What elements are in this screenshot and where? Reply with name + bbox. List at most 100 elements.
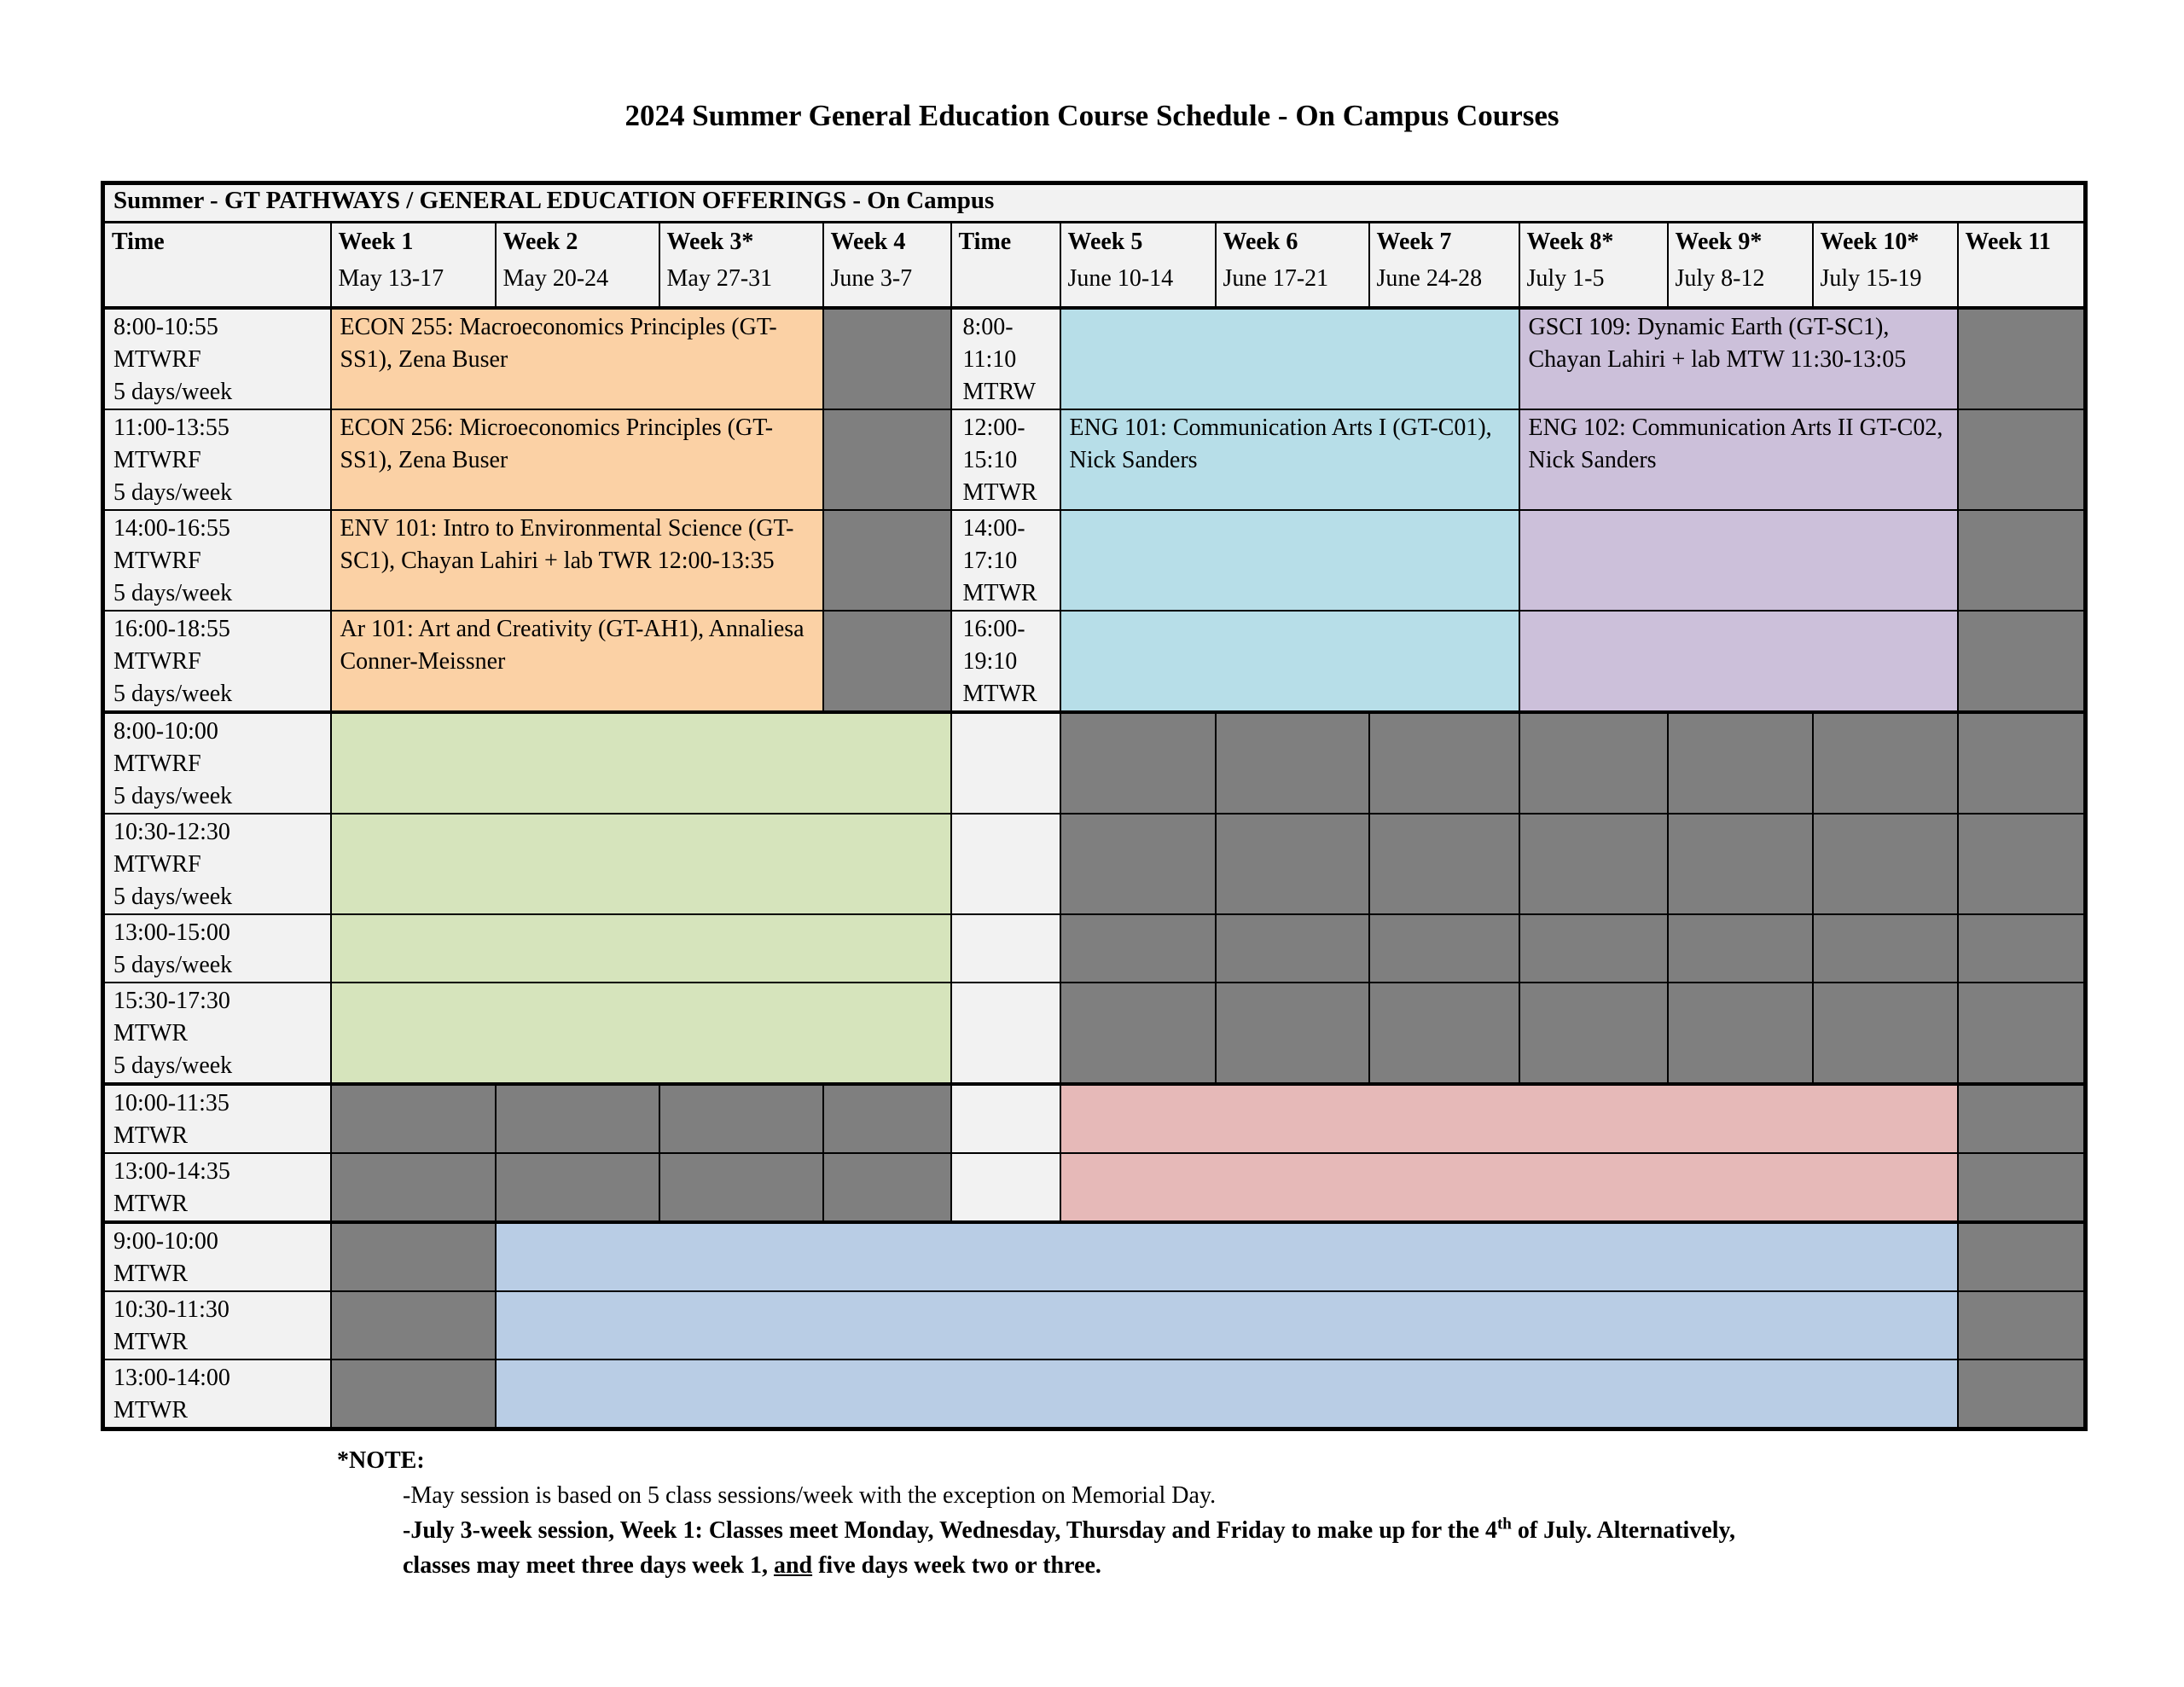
column-header-time: Time bbox=[102, 221, 332, 309]
unavailable-cell bbox=[1811, 913, 1959, 983]
column-header-label: Week 7 bbox=[1376, 229, 1452, 255]
column-header-date: May 13-17 bbox=[338, 265, 444, 292]
unavailable-cell bbox=[1368, 812, 1520, 915]
schedule-row: 10:00-11:35 MTWR bbox=[102, 1081, 2087, 1154]
row-time-label: 10:00-11:35 MTWR bbox=[102, 1081, 332, 1154]
unavailable-cell bbox=[1811, 812, 1959, 915]
unavailable-cell bbox=[822, 305, 952, 410]
schedule-row: 14:00-16:55 MTWRF 5 days/week ENV 101: Intr… bbox=[102, 508, 2087, 612]
time-range-cell: 16:00- 19:10 MTWR bbox=[950, 609, 1061, 713]
unavailable-cell bbox=[822, 1081, 952, 1154]
row-time-label-line: MTWR bbox=[113, 1328, 189, 1355]
table-section-header: Summer - GT PATHWAYS / GENERAL EDUCATION… bbox=[102, 182, 2087, 223]
row-time-label: 15:30-17:30 MTWR 5 days/week bbox=[102, 981, 332, 1085]
unavailable-cell bbox=[1518, 710, 1669, 815]
note-lines: -May session is based on 5 class session… bbox=[403, 1478, 2056, 1583]
row-time-label: 16:00-18:55 MTWRF 5 days/week bbox=[102, 609, 332, 713]
column-header-label: Week 1 bbox=[338, 229, 414, 255]
unavailable-cell bbox=[1956, 408, 2087, 511]
row-time-label: 14:00-16:55 MTWRF 5 days/week bbox=[102, 508, 332, 612]
schedule-row: 11:00-13:55 MTWRF 5 days/week ECON 256: Mic… bbox=[102, 408, 2087, 511]
column-header-week-4: Week 4 June 3-7 bbox=[822, 221, 952, 309]
column-header-time: Time bbox=[950, 221, 1061, 309]
schedule-row: 16:00-18:55 MTWRF 5 days/week Ar 101: Art a… bbox=[102, 609, 2087, 713]
empty-slot-cell bbox=[1518, 508, 1959, 612]
note-line-2: -July 3-week session, Week 1: Classes me… bbox=[403, 1513, 2056, 1583]
unavailable-cell bbox=[1518, 812, 1669, 915]
empty-slot-cell bbox=[1059, 1151, 1959, 1223]
row-time-label-line: 13:00-15:00 bbox=[113, 919, 230, 946]
schedule-row: 10:30-11:30 MTWR bbox=[102, 1290, 2087, 1360]
schedule-row: 13:00-15:00 5 days/week bbox=[102, 913, 2087, 983]
empty-slot-cell bbox=[950, 710, 1061, 815]
unavailable-cell bbox=[1059, 710, 1217, 815]
column-header-week-2: Week 2 May 20-24 bbox=[494, 221, 660, 309]
row-time-label: 13:00-15:00 5 days/week bbox=[102, 913, 332, 983]
row-time-label-line: 5 days/week bbox=[113, 782, 233, 809]
time-range-cell: 12:00- 15:10 MTWR bbox=[950, 408, 1061, 511]
time-range-line: 12:00- bbox=[962, 414, 1025, 441]
row-time-label-line: 5 days/week bbox=[113, 579, 233, 606]
course-cell: ENV 101: Intro to Environmental Science … bbox=[329, 508, 824, 612]
unavailable-cell bbox=[1666, 812, 1814, 915]
row-time-label-line: 5 days/week bbox=[113, 478, 233, 506]
column-header-date: May 20-24 bbox=[502, 265, 609, 292]
schedule-row: 15:30-17:30 MTWR 5 days/week bbox=[102, 981, 2087, 1085]
unavailable-cell bbox=[1956, 1220, 2087, 1292]
time-range-line: MTRW bbox=[962, 378, 1037, 405]
row-time-label-line: 14:00-16:55 bbox=[113, 514, 230, 542]
unavailable-cell bbox=[329, 1220, 497, 1292]
course-cell: Ar 101: Art and Creativity (GT-AH1), Ann… bbox=[329, 609, 824, 713]
time-range-line: 8:00- bbox=[962, 313, 1014, 340]
row-time-label-line: 10:00-11:35 bbox=[113, 1089, 229, 1116]
unavailable-cell bbox=[822, 508, 952, 612]
column-header-week-5: Week 5 June 10-14 bbox=[1059, 221, 1217, 309]
column-header-label: Week 8* bbox=[1526, 229, 1614, 255]
unavailable-cell bbox=[658, 1081, 824, 1154]
unavailable-cell bbox=[658, 1151, 824, 1223]
row-time-label-line: MTWRF bbox=[113, 547, 201, 574]
schedule-row: 8:00-10:55 MTWRF 5 days/week ECON 255: Macr… bbox=[102, 305, 2087, 410]
time-range-line: MTWR bbox=[962, 579, 1037, 606]
column-header-week-11: Week 11 bbox=[1956, 221, 2087, 309]
unavailable-cell bbox=[1214, 981, 1370, 1085]
unavailable-cell bbox=[1518, 981, 1669, 1085]
row-time-label-line: 5 days/week bbox=[113, 1052, 233, 1079]
unavailable-cell bbox=[1666, 710, 1814, 815]
row-time-label-line: MTWRF bbox=[113, 850, 201, 878]
schedule-table: Summer - GT PATHWAYS / GENERAL EDUCATION… bbox=[101, 181, 2088, 1431]
empty-slot-cell bbox=[494, 1220, 1959, 1292]
empty-slot-cell bbox=[950, 981, 1061, 1085]
row-time-label-line: 9:00-10:00 bbox=[113, 1227, 218, 1255]
row-time-label-line: 5 days/week bbox=[113, 951, 233, 978]
empty-slot-cell bbox=[950, 1081, 1061, 1154]
unavailable-cell bbox=[1956, 710, 2087, 815]
page-title: 2024 Summer General Education Course Sch… bbox=[624, 99, 1560, 132]
row-time-label-line: MTWRF bbox=[113, 750, 201, 777]
column-header-label: Week 3* bbox=[666, 229, 754, 255]
column-header-date: May 27-31 bbox=[666, 265, 773, 292]
unavailable-cell bbox=[822, 609, 952, 713]
row-time-label-line: 5 days/week bbox=[113, 378, 233, 405]
unavailable-cell bbox=[494, 1081, 660, 1154]
column-header-date: June 3-7 bbox=[830, 265, 913, 292]
unavailable-cell bbox=[1214, 913, 1370, 983]
course-cell: ECON 255: Macroeconomics Principles (GT-… bbox=[329, 305, 824, 410]
empty-slot-cell bbox=[1518, 609, 1959, 713]
column-header-label: Week 4 bbox=[830, 229, 906, 255]
unavailable-cell bbox=[494, 1151, 660, 1223]
unavailable-cell bbox=[822, 408, 952, 511]
row-time-label-line: MTWR bbox=[113, 1122, 189, 1149]
column-header-label: Week 10* bbox=[1820, 229, 1920, 255]
row-time-label-line: MTWR bbox=[113, 1190, 189, 1217]
empty-slot-cell bbox=[950, 812, 1061, 915]
schedule-row: 13:00-14:00 MTWR bbox=[102, 1358, 2087, 1429]
unavailable-cell bbox=[1956, 1290, 2087, 1360]
time-range-line: MTWR bbox=[962, 680, 1037, 707]
time-range-line: 17:10 bbox=[962, 547, 1018, 574]
course-cell: ENG 102: Communication Arts II GT-C02, N… bbox=[1518, 408, 1959, 511]
row-time-label-line: 15:30-17:30 bbox=[113, 987, 230, 1014]
empty-slot-cell bbox=[1059, 1081, 1959, 1154]
row-time-label: 9:00-10:00 MTWR bbox=[102, 1220, 332, 1292]
row-time-label-line: 11:00-13:55 bbox=[113, 414, 229, 441]
